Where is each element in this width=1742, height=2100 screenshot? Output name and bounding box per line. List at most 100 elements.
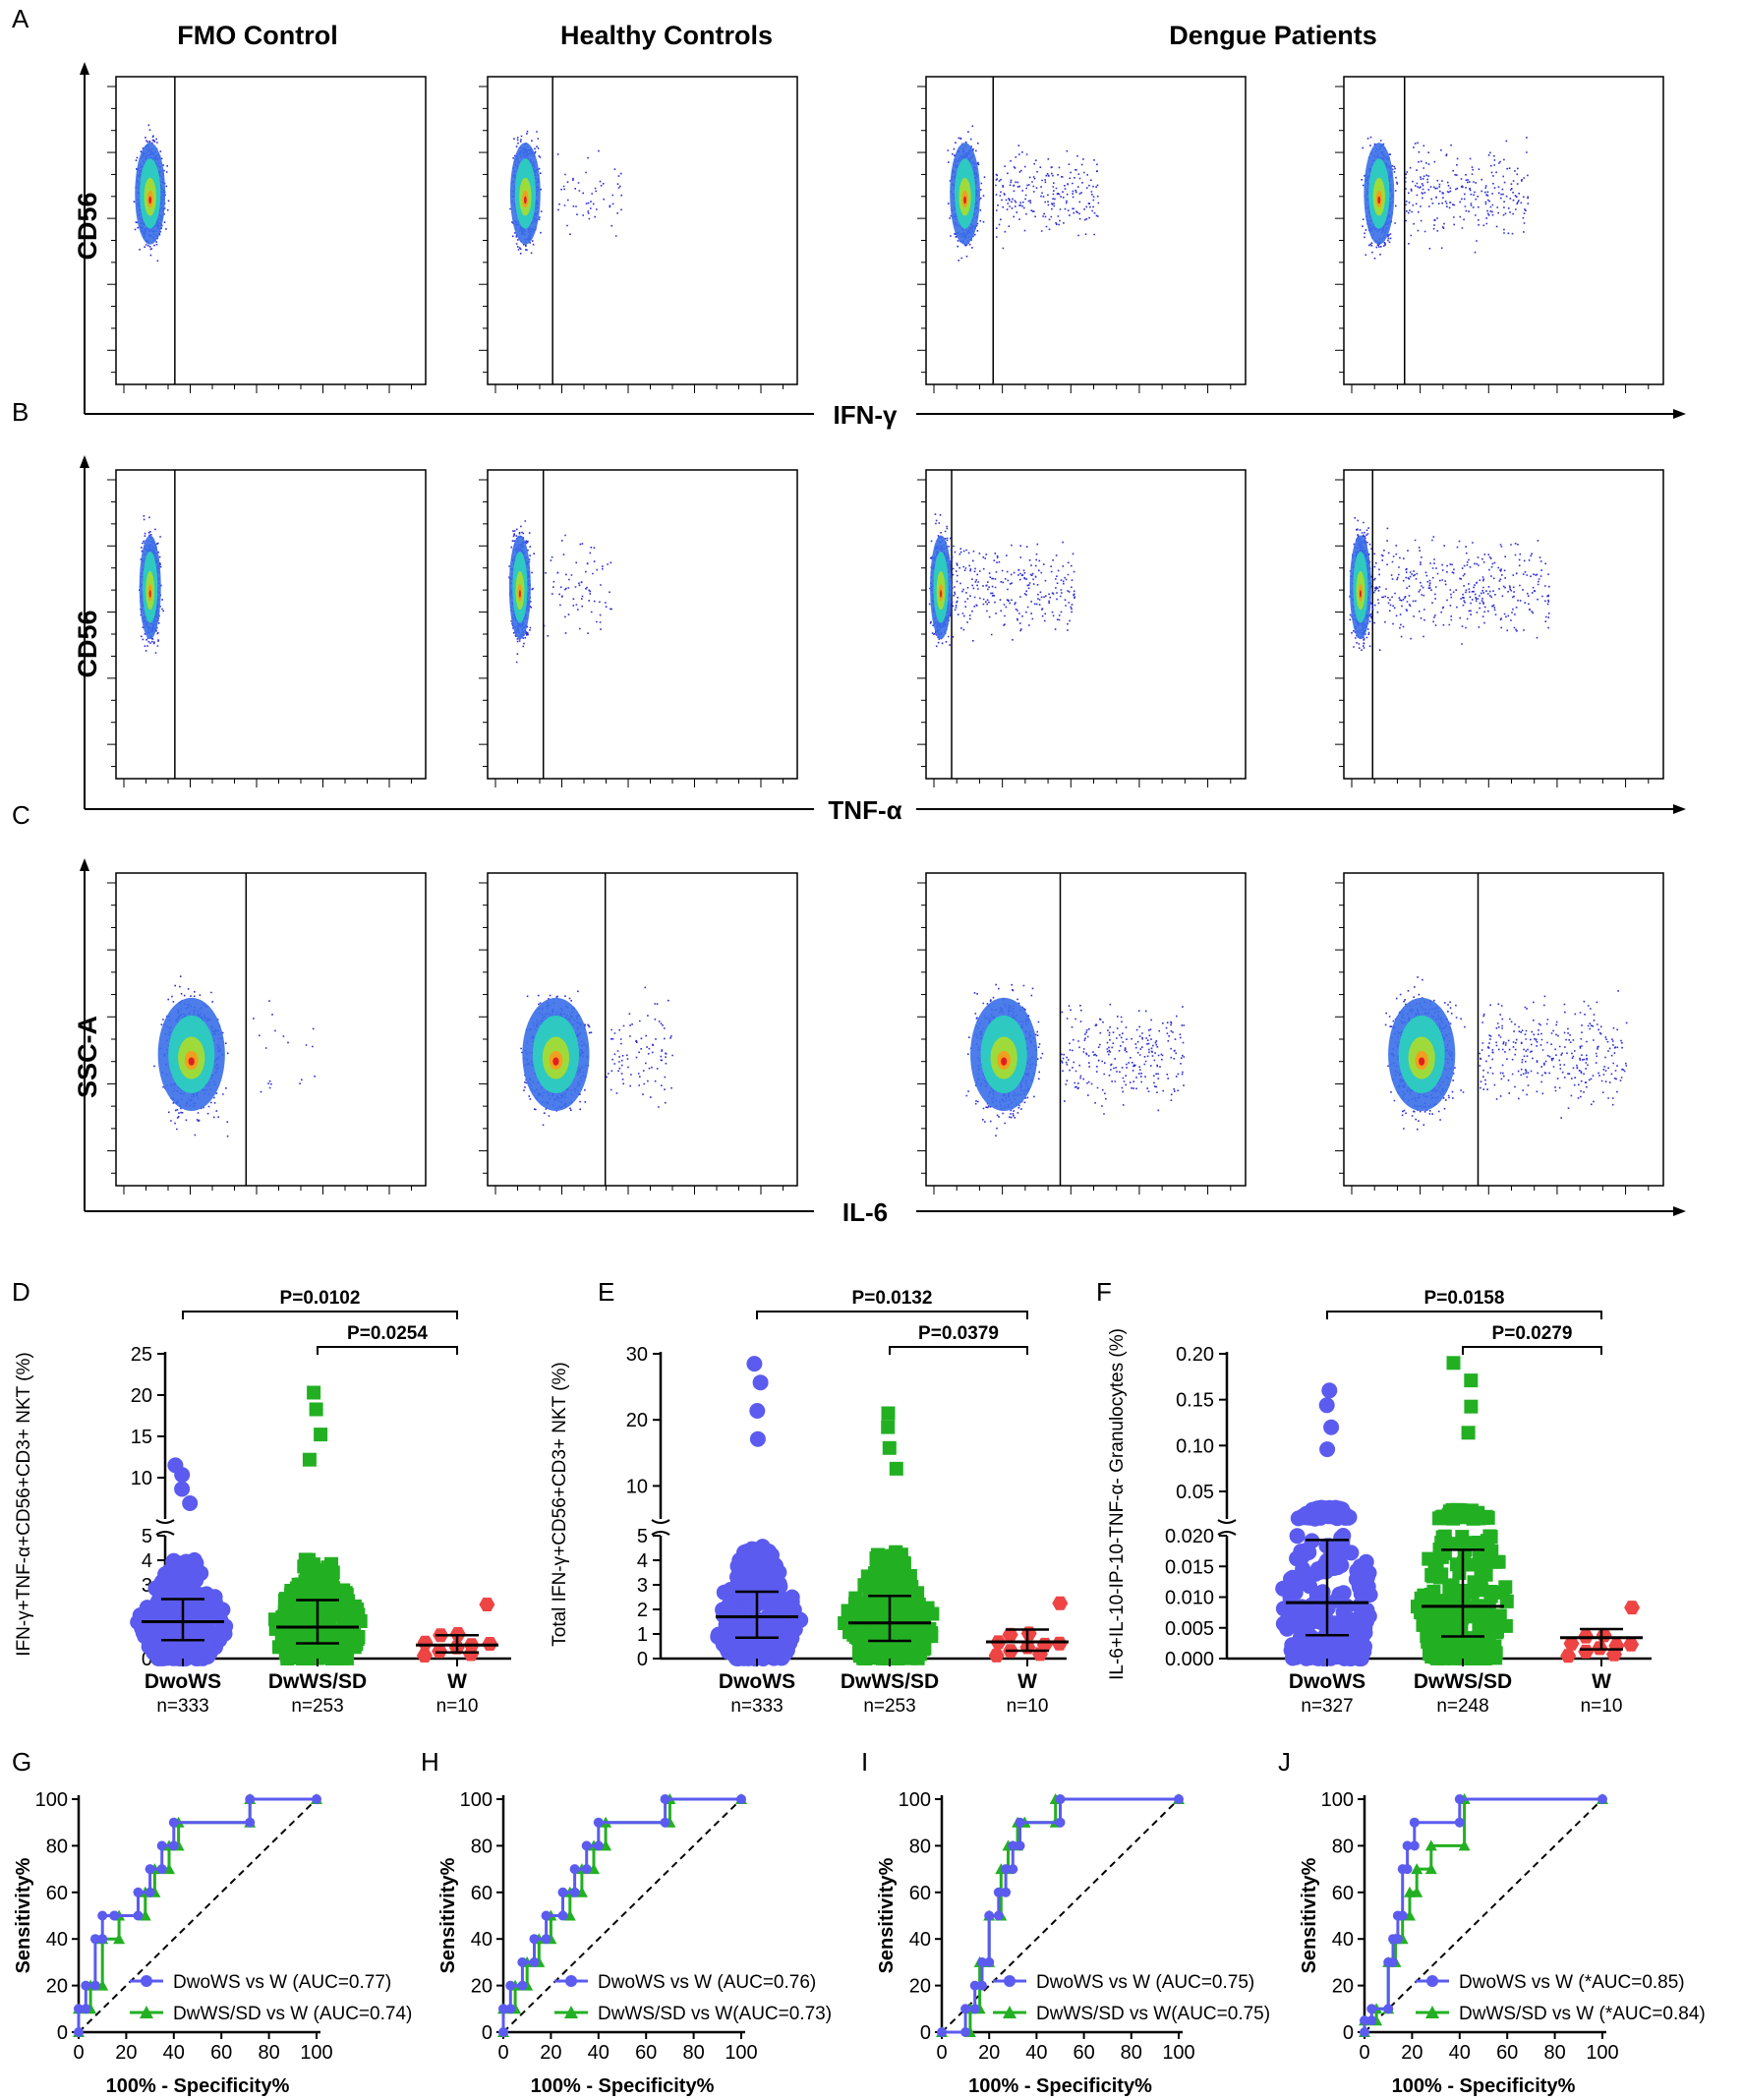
legend-entry: DwWS/SD vs W(AUC=0.75) <box>993 2004 1270 2024</box>
data-point <box>1296 1627 1312 1644</box>
roc-point <box>1454 1817 1465 1828</box>
flow-plot <box>917 872 1247 1195</box>
roc-point <box>113 1933 126 1945</box>
roc-point <box>976 1980 987 1991</box>
data-point <box>1435 1530 1450 1545</box>
data-point <box>159 1650 176 1666</box>
legend-marker <box>1004 1975 1016 1987</box>
y-tick-label: 60 <box>471 1883 493 1904</box>
data-point <box>315 1575 328 1590</box>
density-peak <box>552 1057 559 1066</box>
roc-point <box>960 2004 971 2014</box>
data-point <box>716 1584 732 1601</box>
data-point <box>1470 1632 1484 1647</box>
x-tick-label: 40 <box>588 2042 610 2064</box>
x-tick-label: 40 <box>1025 2042 1047 2064</box>
axis-break <box>651 1519 670 1536</box>
group-1 <box>1411 1356 1514 1665</box>
data-point <box>1284 1569 1301 1586</box>
column-title: FMO Control <box>177 21 337 50</box>
data-point <box>1465 1505 1480 1520</box>
data-point <box>333 1640 348 1655</box>
data-point <box>847 1597 862 1611</box>
data-point <box>348 1604 363 1619</box>
data-point <box>718 1637 734 1654</box>
n-label: n=248 <box>1436 1696 1488 1717</box>
roc-point <box>1001 1864 1012 1875</box>
roc-point <box>1411 1886 1423 1897</box>
data-point <box>1326 1560 1343 1576</box>
data-point <box>339 1588 354 1603</box>
y-tick-label: 20 <box>471 1976 493 1998</box>
roc-point <box>89 1934 100 1945</box>
roc-point <box>529 1956 540 1967</box>
data-point <box>317 1647 331 1662</box>
roc-point <box>976 1956 987 1967</box>
data-point <box>349 1630 364 1645</box>
x-tick-label: 0 <box>1359 2042 1369 2064</box>
roc-point <box>736 1794 746 1804</box>
y-tick-label: 40 <box>46 1929 68 1951</box>
n-label: n=10 <box>1007 1696 1049 1717</box>
roc-point <box>1458 1839 1471 1851</box>
data-point <box>1492 1608 1507 1623</box>
data-point <box>1051 1636 1068 1651</box>
y-tick-label: 40 <box>1332 1929 1354 1951</box>
panel-letter: D <box>12 1277 30 1307</box>
x-axis-label: 100% - Specificity% <box>106 2075 290 2097</box>
panel-letter: G <box>12 1747 31 1777</box>
panel-letter: I <box>861 1747 868 1777</box>
data-point <box>1349 1562 1365 1579</box>
data-point <box>914 1608 929 1623</box>
data-point <box>743 1575 760 1592</box>
y-tick-label: 10 <box>131 1468 152 1489</box>
data-point <box>988 1648 1005 1662</box>
group-1 <box>268 1385 368 1665</box>
data-point <box>188 1572 204 1589</box>
data-point <box>1482 1529 1497 1544</box>
data-point <box>863 1638 877 1653</box>
plot-frame <box>925 76 1247 385</box>
density-peak <box>148 590 151 598</box>
n-label: n=10 <box>1581 1696 1623 1717</box>
category-label: DwWS/SD <box>268 1670 367 1693</box>
roc-point <box>74 2027 84 2037</box>
data-point <box>291 1602 306 1616</box>
panel-letter: E <box>598 1277 614 1307</box>
density-peak <box>963 196 966 204</box>
group-0 <box>130 1457 234 1666</box>
data-point <box>1476 1647 1490 1662</box>
roc-point <box>81 1980 91 1991</box>
roc-point <box>1366 2015 1377 2026</box>
data-point <box>1473 1550 1486 1565</box>
data-point <box>463 1647 480 1662</box>
roc-point <box>168 1817 179 1828</box>
data-point <box>1434 1510 1449 1525</box>
y-tick-label: 0 <box>57 2022 68 2044</box>
density-peak <box>1001 1057 1008 1066</box>
y-tick-label: 20 <box>131 1385 152 1407</box>
data-point <box>1309 1500 1326 1517</box>
legend-entry: DwWS/SD vs W(AUC=0.73) <box>554 2004 832 2024</box>
group-0 <box>1275 1382 1378 1666</box>
data-point <box>1446 1356 1461 1371</box>
y-tick-label: 3 <box>637 1575 648 1597</box>
p-bracket <box>317 1346 458 1355</box>
roc-point <box>1424 1863 1437 1875</box>
data-point <box>307 1385 321 1400</box>
data-point <box>170 1641 187 1658</box>
y-tick-label: 100 <box>460 1789 493 1811</box>
panel-letter: H <box>421 1747 439 1777</box>
y-tick-label: 10 <box>626 1476 648 1497</box>
data-point <box>870 1547 885 1562</box>
roc-point <box>97 1910 108 1921</box>
y-tick-label: 20 <box>46 1976 68 1998</box>
y-tick-label: 60 <box>909 1883 931 1904</box>
data-point <box>306 1644 319 1659</box>
data-point <box>314 1428 328 1442</box>
roc-point <box>984 1956 995 1967</box>
data-point <box>844 1613 859 1628</box>
data-point <box>152 1610 169 1627</box>
roc-G: G 00 20 20 40 40 60 60 80 80 100 100 Sensitivity% 100… <box>12 1747 412 2097</box>
data-point <box>1578 1644 1595 1659</box>
